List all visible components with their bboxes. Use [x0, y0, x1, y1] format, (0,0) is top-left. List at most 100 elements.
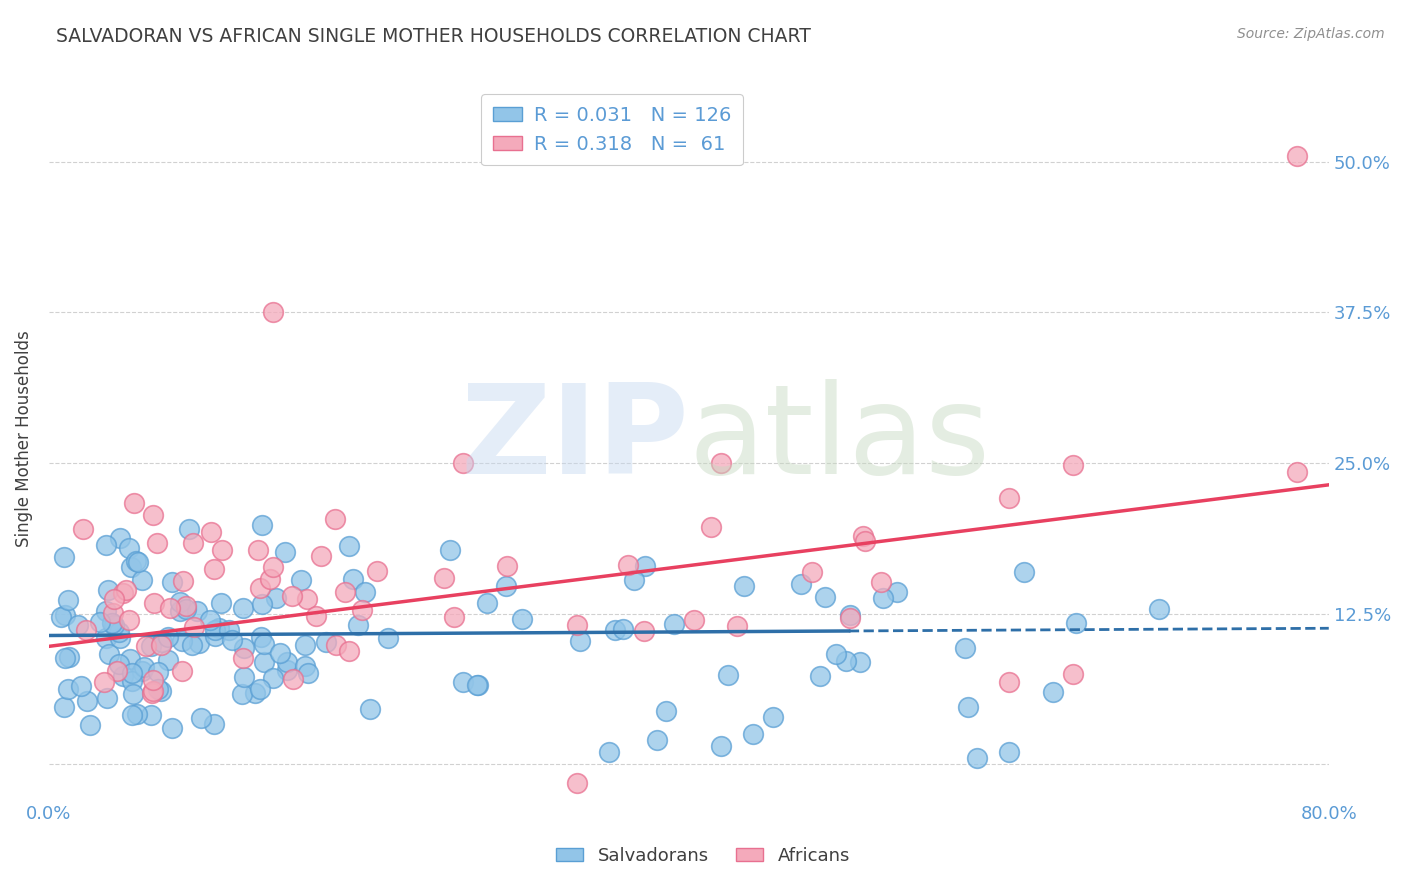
Point: [131, 665, 153, 679]
Point: [872, 591, 894, 605]
Point: [824, 647, 846, 661]
Point: [612, 622, 634, 636]
Point: [117, 541, 139, 555]
Point: [160, 574, 183, 589]
Point: [453, 456, 475, 470]
Point: [565, 775, 588, 789]
Point: [186, 604, 208, 618]
Point: [998, 491, 1021, 505]
Point: [148, 665, 170, 679]
Point: [477, 596, 499, 610]
Point: [76, 694, 98, 708]
Point: [233, 669, 256, 683]
Point: [451, 674, 474, 689]
Point: [198, 613, 221, 627]
Point: [655, 704, 678, 718]
Point: [221, 632, 243, 647]
Point: [111, 586, 134, 600]
Point: [209, 596, 232, 610]
Point: [662, 617, 685, 632]
Point: [323, 512, 346, 526]
Point: [603, 624, 626, 638]
Point: [70, 679, 93, 693]
Point: [232, 641, 254, 656]
Point: [157, 630, 180, 644]
Point: [433, 571, 456, 585]
Point: [157, 652, 180, 666]
Point: [121, 673, 143, 688]
Point: [467, 678, 489, 692]
Point: [439, 543, 461, 558]
Point: [800, 565, 823, 579]
Point: [53, 699, 76, 714]
Point: [170, 664, 193, 678]
Point: [58, 649, 80, 664]
Point: [176, 599, 198, 614]
Point: [75, 623, 97, 637]
Point: [190, 711, 212, 725]
Y-axis label: Single Mother Households: Single Mother Households: [15, 331, 32, 548]
Point: [725, 619, 748, 633]
Point: [125, 554, 148, 568]
Text: SALVADORAN VS AFRICAN SINGLE MOTHER HOUSEHOLDS CORRELATION CHART: SALVADORAN VS AFRICAN SINGLE MOTHER HOUS…: [56, 27, 811, 45]
Point: [160, 721, 183, 735]
Point: [51, 610, 73, 624]
Point: [998, 746, 1021, 760]
Point: [146, 535, 169, 549]
Point: [510, 612, 533, 626]
Point: [115, 583, 138, 598]
Point: [121, 665, 143, 680]
Point: [1062, 667, 1084, 681]
Point: [966, 751, 988, 765]
Point: [717, 667, 740, 681]
Point: [1062, 458, 1084, 472]
Point: [250, 630, 273, 644]
Point: [98, 648, 121, 662]
Point: [443, 609, 465, 624]
Point: [325, 638, 347, 652]
Point: [998, 675, 1021, 690]
Point: [187, 635, 209, 649]
Point: [183, 620, 205, 634]
Point: [141, 686, 163, 700]
Point: [1147, 602, 1170, 616]
Point: [1285, 149, 1308, 163]
Point: [1064, 615, 1087, 630]
Point: [853, 533, 876, 548]
Point: [202, 562, 225, 576]
Point: [146, 681, 169, 696]
Point: [53, 608, 76, 623]
Point: [56, 682, 79, 697]
Point: [169, 604, 191, 618]
Point: [839, 608, 862, 623]
Point: [598, 746, 620, 760]
Point: [495, 578, 517, 592]
Point: [183, 535, 205, 549]
Point: [281, 672, 304, 686]
Point: [274, 544, 297, 558]
Point: [700, 520, 723, 534]
Point: [253, 655, 276, 669]
Point: [135, 639, 157, 653]
Point: [142, 673, 165, 688]
Point: [56, 593, 79, 607]
Point: [309, 549, 332, 564]
Point: [849, 655, 872, 669]
Point: [623, 573, 645, 587]
Point: [249, 682, 271, 697]
Point: [633, 559, 655, 574]
Point: [105, 664, 128, 678]
Point: [259, 572, 281, 586]
Point: [107, 657, 129, 671]
Point: [347, 618, 370, 632]
Point: [333, 585, 356, 599]
Point: [262, 671, 284, 685]
Point: [120, 560, 142, 574]
Point: [710, 739, 733, 754]
Point: [762, 710, 785, 724]
Point: [172, 574, 194, 588]
Point: [683, 613, 706, 627]
Point: [633, 624, 655, 639]
Text: atlas: atlas: [689, 378, 991, 500]
Point: [250, 518, 273, 533]
